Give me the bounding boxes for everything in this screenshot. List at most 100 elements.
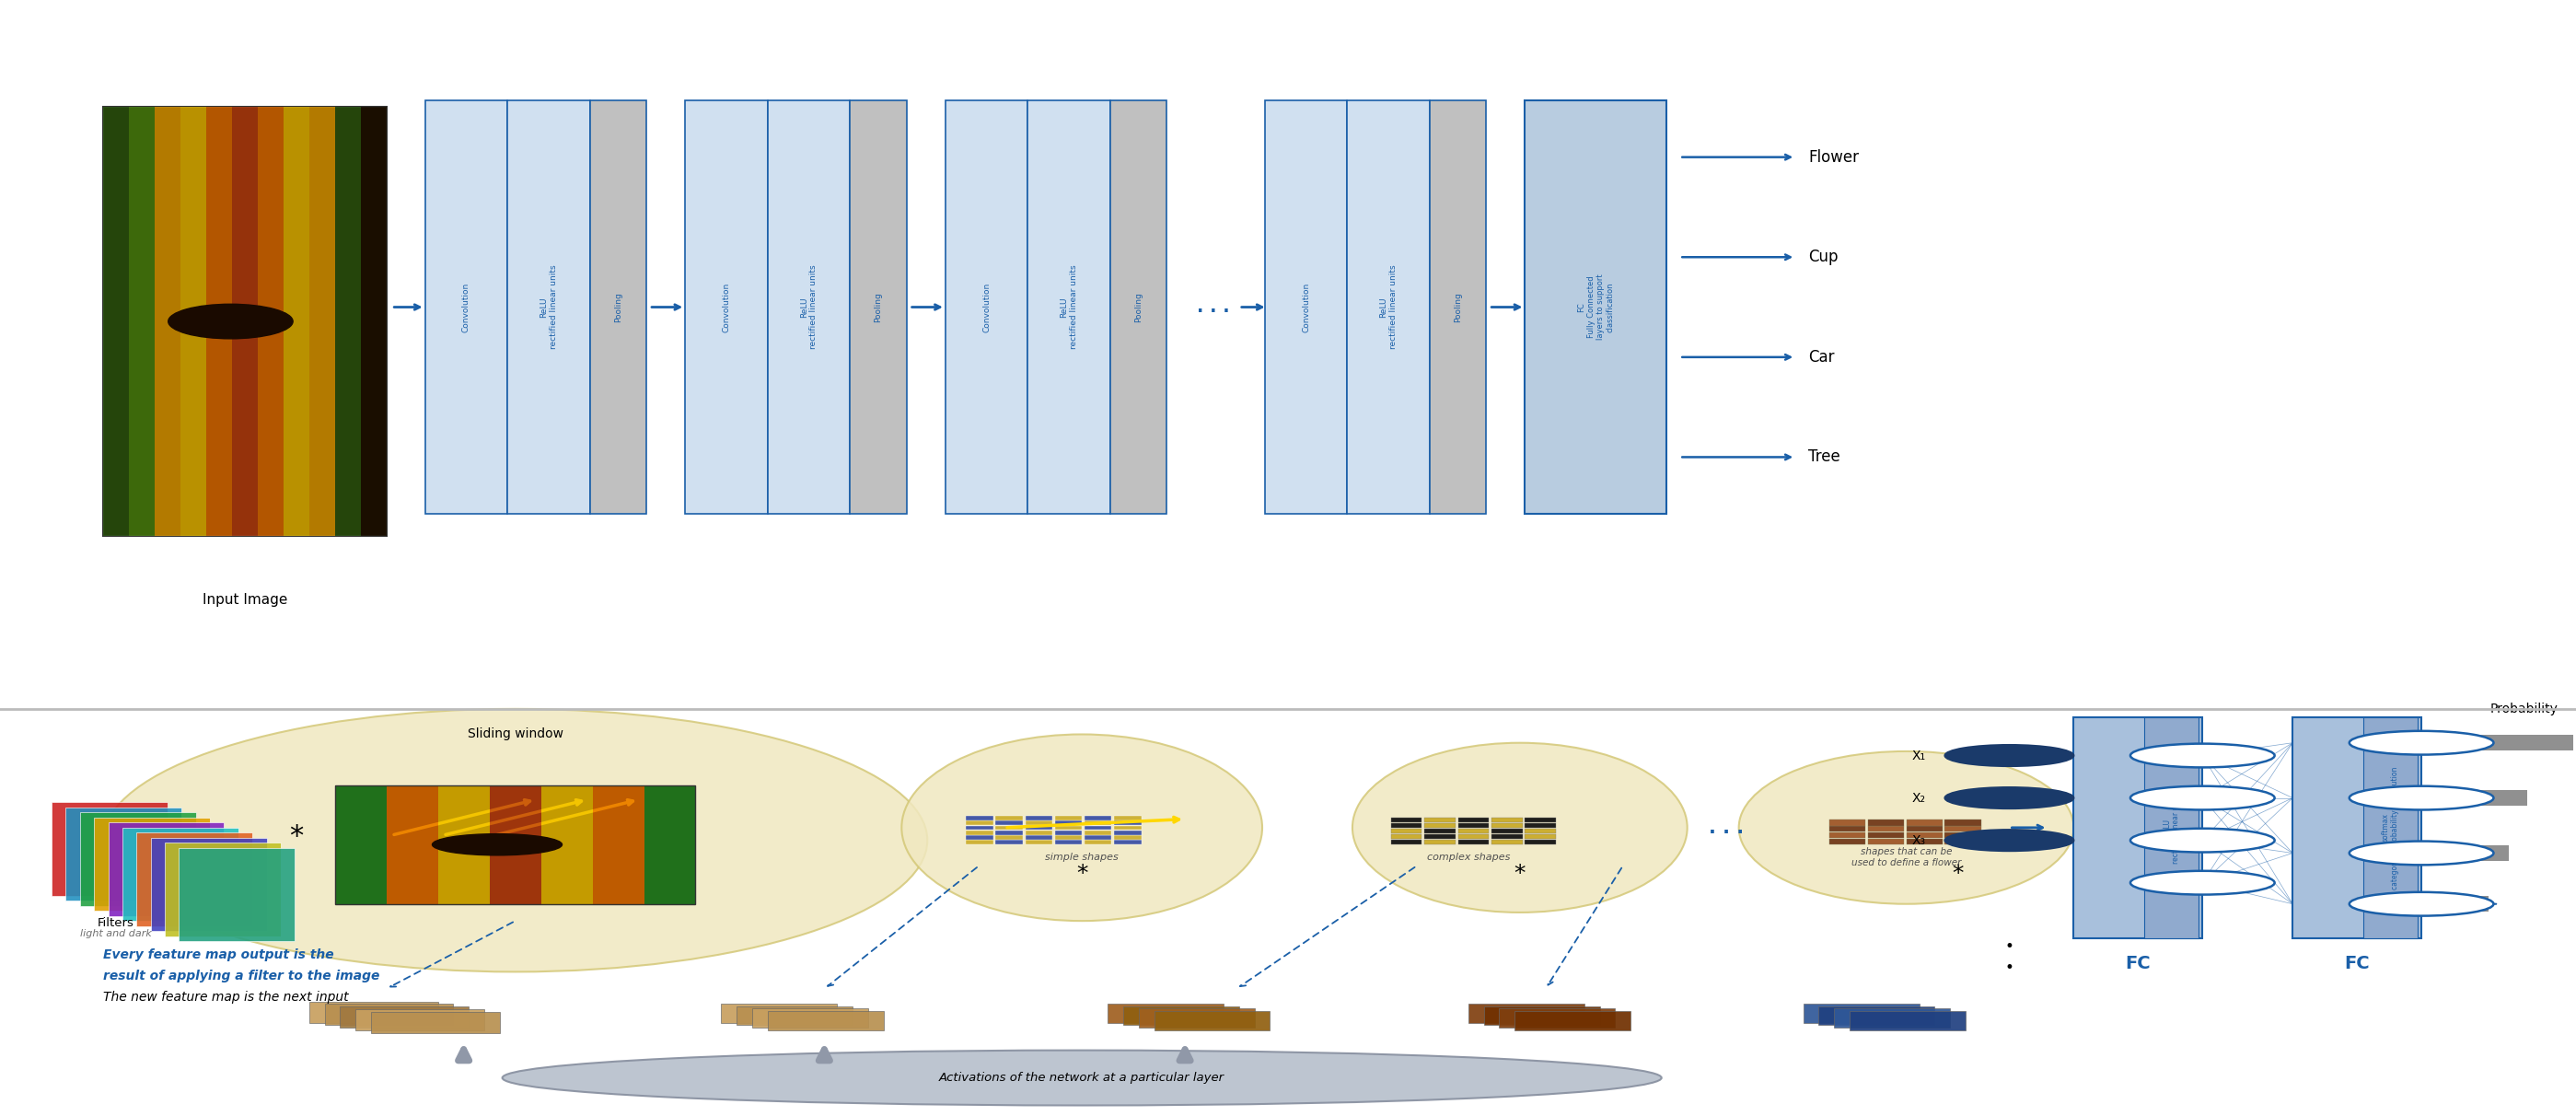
Bar	[1945, 833, 1981, 838]
Bar	[103, 107, 386, 536]
Bar	[966, 835, 992, 839]
Bar	[1113, 826, 1141, 830]
Text: ReLU
rectified linear units: ReLU rectified linear units	[1381, 264, 1396, 349]
Bar	[67, 807, 180, 901]
Circle shape	[1945, 830, 2074, 852]
Bar	[1906, 826, 1942, 831]
Text: Flower: Flower	[2411, 737, 2452, 749]
Text: FC: FC	[2344, 954, 2370, 972]
Bar	[1025, 820, 1051, 825]
Bar	[2473, 735, 2573, 750]
Bar	[386, 786, 438, 904]
Text: Convolution: Convolution	[981, 282, 992, 333]
Bar	[1945, 838, 1981, 845]
Text: Convolution: Convolution	[1301, 282, 1311, 333]
Text: FC: FC	[2125, 954, 2151, 972]
Bar	[1499, 1009, 1615, 1028]
Bar	[2473, 896, 2488, 912]
Bar	[1084, 835, 1113, 839]
Bar	[1906, 819, 1942, 826]
Bar	[541, 786, 592, 904]
Bar	[1492, 817, 1522, 822]
Bar	[1056, 840, 1082, 845]
Text: ReLU
rectified linear units: ReLU rectified linear units	[2164, 792, 2179, 864]
Text: . . .: . . .	[1198, 298, 1229, 316]
Bar	[180, 848, 294, 941]
Bar	[103, 107, 129, 536]
Bar	[1056, 826, 1082, 830]
Bar	[1113, 840, 1141, 845]
Bar	[95, 817, 211, 911]
Bar	[124, 828, 237, 921]
FancyBboxPatch shape	[1347, 100, 1430, 514]
Bar	[1154, 1011, 1270, 1030]
Text: •: •	[2004, 939, 2014, 954]
Text: X₃: X₃	[1911, 834, 1927, 847]
Text: X₁: X₁	[1911, 749, 1927, 762]
Bar	[1525, 834, 1556, 839]
Bar	[994, 835, 1023, 839]
Ellipse shape	[902, 734, 1262, 921]
FancyBboxPatch shape	[1525, 100, 1667, 514]
Bar	[1139, 1009, 1255, 1028]
Bar	[489, 786, 541, 904]
Text: softmax
categorical probability distribution: softmax categorical probability distribu…	[2383, 767, 2398, 889]
Text: *: *	[289, 822, 304, 849]
Text: ReLU
rectified linear units: ReLU rectified linear units	[1061, 264, 1077, 349]
Bar	[966, 816, 992, 820]
FancyBboxPatch shape	[1430, 100, 1486, 514]
Bar	[232, 107, 258, 536]
Text: ReLU
rectified linear units: ReLU rectified linear units	[541, 264, 556, 349]
Text: Convolution: Convolution	[461, 282, 471, 333]
Text: Filters: Filters	[98, 916, 134, 929]
Bar	[1525, 839, 1556, 845]
Bar	[1484, 1007, 1600, 1026]
Bar	[966, 826, 992, 830]
FancyBboxPatch shape	[1265, 100, 1347, 514]
Bar	[371, 1012, 500, 1033]
Bar	[335, 786, 696, 904]
Bar	[1084, 840, 1113, 845]
Text: Car: Car	[2432, 847, 2452, 859]
Bar	[1525, 828, 1556, 834]
Bar	[355, 1009, 484, 1030]
Bar	[1868, 833, 1904, 838]
Text: *: *	[1515, 863, 1525, 885]
Bar	[1425, 839, 1455, 845]
Bar	[1458, 839, 1489, 845]
FancyBboxPatch shape	[425, 100, 507, 514]
Bar	[1868, 819, 1904, 826]
Bar	[1391, 834, 1422, 839]
Bar	[752, 1009, 868, 1028]
Bar	[1868, 826, 1904, 831]
Text: •: •	[2004, 960, 2014, 975]
Text: light and dark: light and dark	[80, 930, 152, 939]
Text: Pooling: Pooling	[613, 292, 623, 323]
Bar	[592, 786, 644, 904]
Bar	[335, 107, 361, 536]
Bar	[994, 830, 1023, 835]
FancyBboxPatch shape	[590, 100, 647, 514]
Circle shape	[1945, 788, 2074, 808]
Bar	[325, 1004, 453, 1026]
FancyBboxPatch shape	[2293, 718, 2421, 937]
Bar	[1829, 833, 1865, 838]
Bar	[1515, 1011, 1631, 1030]
Bar	[1391, 828, 1422, 834]
Bar	[80, 812, 196, 906]
Bar	[1468, 1003, 1584, 1022]
Bar	[1113, 816, 1141, 820]
FancyBboxPatch shape	[945, 100, 1028, 514]
Bar	[1829, 819, 1865, 826]
FancyBboxPatch shape	[685, 100, 768, 514]
Text: result of applying a filter to the image: result of applying a filter to the image	[103, 970, 379, 982]
Bar	[994, 816, 1023, 820]
Bar	[309, 1001, 438, 1022]
Bar	[1084, 826, 1113, 830]
FancyBboxPatch shape	[1110, 100, 1167, 514]
Bar	[1850, 1011, 1965, 1030]
Circle shape	[2349, 892, 2494, 916]
Bar	[1056, 835, 1082, 839]
Bar	[2473, 846, 2509, 860]
Bar	[1425, 828, 1455, 834]
